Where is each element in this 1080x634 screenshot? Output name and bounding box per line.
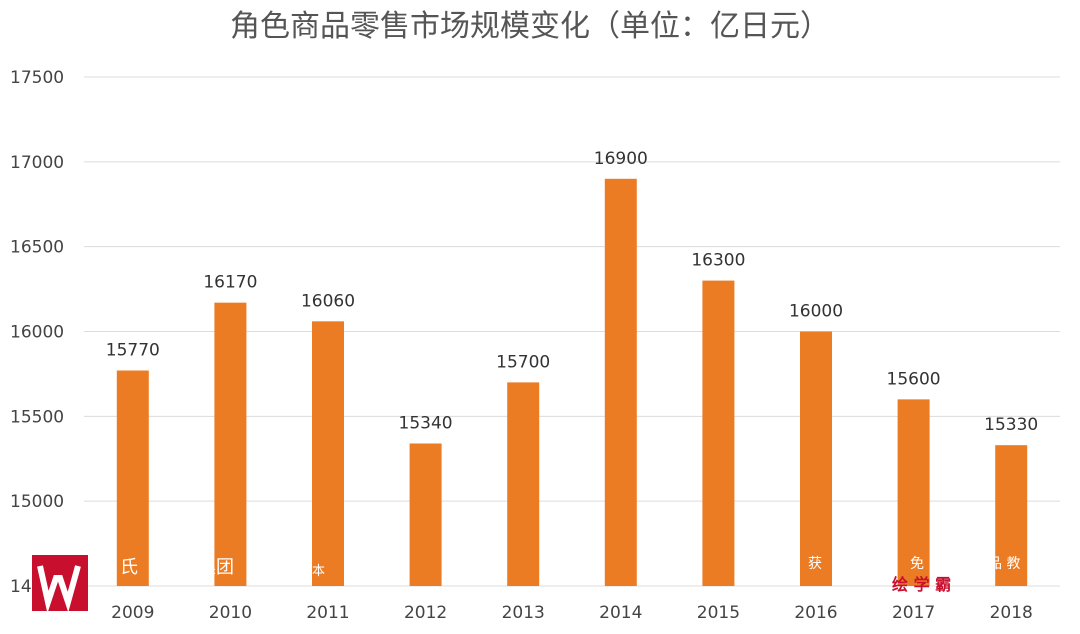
bar	[800, 331, 832, 586]
watermark-text: 品 教	[988, 556, 1020, 572]
watermark-brand: 绘 学 霸	[892, 575, 951, 594]
data-label: 16060	[301, 291, 355, 311]
y-tick-label: 15000	[10, 492, 64, 512]
x-tick-label: 2011	[306, 603, 349, 623]
data-label: 15600	[887, 369, 941, 389]
data-label: 16000	[789, 302, 843, 322]
bar	[214, 302, 247, 586]
x-tick-label: 2015	[697, 603, 740, 623]
gridlines	[84, 76, 1060, 587]
chart-title: 角色商品零售市场规模变化（单位：亿日元）	[230, 9, 830, 44]
bar	[995, 445, 1028, 586]
y-tick-label: 17000	[10, 153, 64, 173]
bar	[897, 399, 930, 586]
x-tick-label: 2013	[502, 603, 545, 623]
bar	[507, 382, 540, 586]
x-tick-label: 2010	[209, 603, 252, 623]
y-tick-label: 16500	[10, 238, 64, 258]
watermark-text: 获	[808, 556, 822, 572]
watermark-text: 免	[910, 556, 924, 572]
watermark-text: 本	[312, 564, 325, 579]
data-label: 15330	[984, 415, 1038, 435]
bar	[409, 443, 442, 586]
bar	[702, 280, 735, 586]
watermark-text: 集团	[198, 557, 234, 578]
y-axis-ticks: 14500150001550016000165001700017500	[10, 68, 64, 597]
x-tick-label: 2017	[892, 603, 935, 623]
x-tick-label: 2018	[990, 603, 1033, 623]
x-axis-ticks: 2009 2010 2011 2012 2013 2014 2015 2016 2017 2018	[111, 603, 1033, 623]
data-label: 16300	[691, 251, 745, 271]
bar	[604, 178, 637, 587]
bars	[116, 178, 1028, 587]
data-label: 15700	[496, 352, 550, 372]
watermark-logo-mark	[37, 565, 81, 614]
x-tick-label: 2009	[111, 603, 154, 623]
data-label: 16900	[594, 149, 648, 169]
x-tick-label: 2016	[794, 603, 837, 623]
data-label: 16170	[203, 273, 257, 293]
data-labels: 15770 16170 16060 15340 15700 16900 16300 16000…	[106, 149, 1038, 435]
data-label: 15770	[106, 341, 160, 361]
x-tick-label: 2012	[404, 603, 447, 623]
watermark: 氏 集团 本 获 免 品 教 绘 学 霸	[32, 555, 1020, 614]
y-tick-label: 17500	[10, 68, 64, 88]
watermark-text: 氏	[120, 557, 138, 578]
data-label: 15340	[399, 413, 453, 433]
y-tick-label: 15500	[10, 407, 64, 427]
x-tick-label: 2014	[599, 603, 642, 623]
bar	[312, 321, 344, 586]
bar	[116, 370, 149, 586]
y-tick-label: 16000	[10, 323, 64, 343]
